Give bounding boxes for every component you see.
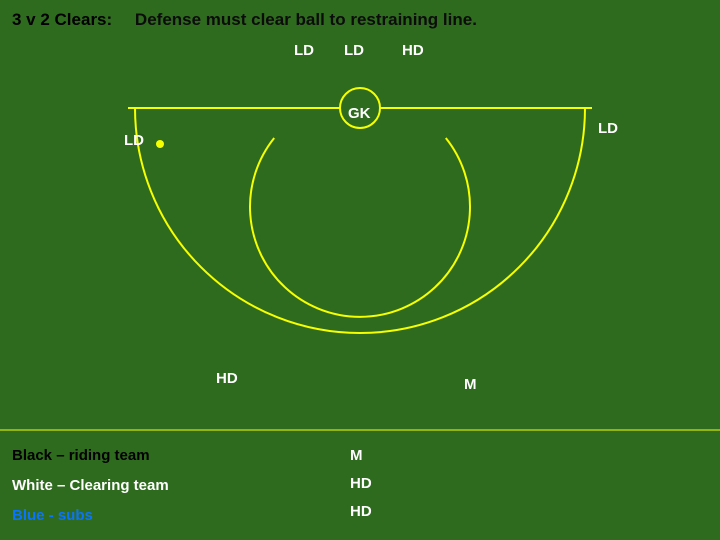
label-hd-low: HD — [216, 370, 238, 387]
label-m-right: M — [464, 376, 477, 393]
label-ld-left: LD — [124, 132, 144, 149]
label-gk: GK — [348, 105, 371, 122]
label-ld-top-2: LD — [344, 42, 364, 59]
title: 3 v 2 Clears: Defense must clear ball to… — [12, 10, 477, 30]
label-hd-sub-1: HD — [350, 475, 372, 492]
label-ld-right: LD — [598, 120, 618, 137]
label-m-sub: M — [350, 447, 363, 464]
label-hd-sub-2: HD — [350, 503, 372, 520]
title-lead: 3 v 2 Clears: — [12, 10, 112, 29]
legend-white: White – Clearing team — [12, 477, 169, 494]
legend-blue: Blue - subs — [12, 507, 93, 524]
legend-black: Black – riding team — [12, 447, 150, 464]
label-hd-top: HD — [402, 42, 424, 59]
label-ld-top-1: LD — [294, 42, 314, 59]
diagram-stage: 3 v 2 Clears: Defense must clear ball to… — [0, 0, 720, 540]
title-rest: Defense must clear ball to restraining l… — [135, 10, 477, 29]
